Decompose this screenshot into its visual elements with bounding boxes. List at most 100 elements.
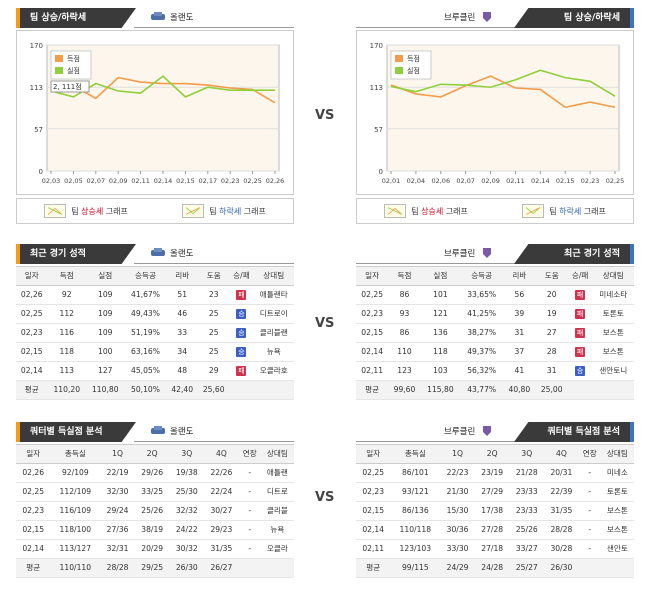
column-header: 승/패 — [567, 267, 593, 286]
table-row[interactable]: 02,15 118/100 27/36 38/19 24/22 29/23- 뉴욕 — [16, 520, 294, 540]
table-cell: 93/121 — [390, 482, 441, 502]
table-cell: 27/29 — [474, 482, 510, 502]
table-cell: - — [578, 482, 601, 502]
average-cell — [238, 558, 261, 578]
table-cell: - — [238, 539, 261, 559]
table-row[interactable]: 02,25 112 109 49,43% 46 25 승 디트로이 — [16, 304, 294, 324]
table-cell: 22/19 — [100, 463, 135, 483]
table-cell: 23/33 — [509, 482, 545, 502]
table-header-row: 일자 득점 실점 승득공 리바 도움 승/패 상대팀 — [16, 267, 294, 286]
x-tick-label: 02,07 — [456, 177, 475, 185]
table-row[interactable]: 02,15 118 100 63,16% 34 25 승 뉴욕 — [16, 342, 294, 362]
nets-logo-icon — [483, 12, 492, 22]
table-cell: 56,32% — [460, 361, 504, 381]
average-cell: 110,80 — [86, 380, 125, 400]
x-tick-label: 02,26 — [266, 177, 285, 185]
table-row[interactable]: 02,11 123/103 33/30 27/18 33/27 30/28- 샌안토 — [356, 539, 634, 559]
table-row[interactable]: 02,23 93 121 41,25% 39 19 패 토론토 — [356, 304, 634, 324]
legend-swatch-conceded — [55, 67, 63, 74]
team-name-right: 브루클린 — [444, 11, 495, 23]
table-cell: 27/28 — [474, 520, 510, 540]
magic-logo-icon — [151, 12, 165, 20]
table-cell: 92/109 — [50, 463, 101, 483]
table-cell: 02,23 — [356, 304, 389, 324]
average-cell: 25,60 — [197, 380, 230, 400]
table-cell: 48 — [166, 361, 198, 381]
nets-logo-icon — [483, 248, 492, 258]
table-row[interactable]: 02,14 110/118 30/36 27/28 25/26 28/28- 보스톤 — [356, 520, 634, 540]
table-cell: 애틀랜타 — [253, 285, 294, 305]
table-cell: 오클라 — [260, 539, 294, 559]
legend-rise[interactable]: 팀 상승세 그래프 — [384, 204, 468, 218]
table-cell: 41,67% — [124, 285, 167, 305]
table-cell: 뉴욕 — [260, 520, 294, 540]
column-header: 리바 — [166, 267, 198, 286]
quarter-header-right: 브루클린 쿼터별 득실점 분석 — [356, 422, 634, 442]
legend-fall[interactable]: 팀 하락세 그래프 — [522, 204, 606, 218]
table-row[interactable]: 02,14 113 127 45,05% 48 29 패 오클라호 — [16, 361, 294, 381]
column-header: 연장 — [578, 445, 601, 464]
table-row[interactable]: 02,14 113/127 32/31 20/29 30/32 31/35- 오클라 — [16, 539, 294, 559]
table-row[interactable]: 02,26 92/109 22/19 29/26 19/38 22/26- 애틀랜 — [16, 463, 294, 483]
table-cell: 28/28 — [544, 520, 579, 540]
table-cell: 38/19 — [134, 520, 170, 540]
table-row[interactable]: 02,25 112/109 32/30 33/25 25/30 22/24- 디트로 — [16, 482, 294, 502]
team-name-right: 브루클린 — [444, 425, 495, 437]
table-row[interactable]: 02,23 116/109 29/24 25/26 32/32 30/27- 클리블 — [16, 501, 294, 521]
average-cell: 평균 — [16, 558, 51, 578]
column-header: 일자 — [356, 445, 391, 464]
result-cell: 패 — [567, 285, 593, 305]
table-row[interactable]: 02,14 110 118 49,37% 37 28 패 보스톤 — [356, 342, 634, 362]
table-cell: 49,37% — [460, 342, 504, 362]
x-tick-label: 02,05 — [64, 177, 83, 185]
table-row[interactable]: 02,25 86 101 33,65% 56 20 패 미네소타 — [356, 285, 634, 305]
table-header-row: 일자 득점 실점 승득공 리바 도움 승/패 상대팀 — [356, 267, 634, 286]
x-tick-label: 02,14 — [154, 177, 173, 185]
column-header: 연장 — [238, 445, 261, 464]
table-cell: 110 — [388, 342, 421, 362]
table-cell: 디트로 — [260, 482, 294, 502]
table-cell: 미네소 — [600, 463, 634, 483]
average-cell: 115,80 — [420, 380, 461, 400]
table-cell: 애틀랜 — [260, 463, 294, 483]
tab-quarter-left: 쿼터별 득실점 분석 — [16, 422, 136, 442]
table-row[interactable]: 02,23 93/121 21/30 27/29 23/33 22/39- 토론토 — [356, 482, 634, 502]
table-row[interactable]: 02,25 86/101 22/23 23/19 21/28 20/31- 미네소 — [356, 463, 634, 483]
table-cell: 보스톤 — [592, 342, 634, 362]
table-cell: 113/127 — [50, 539, 101, 559]
table-row[interactable]: 02,15 86 136 38,27% 31 27 패 보스톤 — [356, 323, 634, 343]
recent-header-right: 브루클린 최근 경기 성적 — [356, 244, 634, 264]
legend-fall[interactable]: 팀 하락세 그래프 — [182, 204, 266, 218]
table-cell: 20/29 — [134, 539, 170, 559]
table-row[interactable]: 02,15 86/136 15/30 17/38 23/33 31/35- 보스톤 — [356, 501, 634, 521]
table-cell: 02,26 — [16, 285, 48, 305]
table-cell: 101 — [420, 285, 461, 305]
average-cell — [578, 558, 601, 578]
legend-rise[interactable]: 팀 상승세 그래프 — [44, 204, 128, 218]
y-tick-label: 0 — [39, 168, 43, 176]
table-cell: 51,19% — [124, 323, 167, 343]
quarter-panel-right: 브루클린 쿼터별 득실점 분석 일자 총득실 1Q 2Q 3Q 4Q 연장 상대팀 02,25 8… — [356, 422, 634, 578]
column-header: 상대팀 — [260, 445, 294, 464]
table-row[interactable]: 02,26 92 109 41,67% 51 23 패 애틀랜타 — [16, 285, 294, 305]
table-row[interactable]: 02,11 123 103 56,32% 41 31 승 샌안토니 — [356, 361, 634, 381]
legend-fall-text: 팀 하락세 그래프 — [209, 206, 266, 216]
table-cell: 토론토 — [592, 304, 634, 324]
column-header: 1Q — [440, 445, 475, 464]
table-cell: 63,16% — [124, 342, 167, 362]
average-cell: 42,40 — [166, 380, 198, 400]
average-cell: 24/28 — [474, 558, 510, 578]
column-header: 실점 — [86, 267, 125, 286]
table-row[interactable]: 02,23 116 109 51,19% 33 25 승 클리블랜 — [16, 323, 294, 343]
table-cell: - — [578, 520, 601, 540]
table-cell: 33,65% — [460, 285, 504, 305]
average-cell: 25/27 — [509, 558, 545, 578]
x-tick-label: 02,04 — [407, 177, 426, 185]
table-cell: 86/101 — [390, 463, 441, 483]
graph-legend-right: 팀 상승세 그래프 팀 하락세 그래프 — [356, 198, 634, 224]
result-cell: 패 — [567, 304, 593, 324]
table-cell: 27/18 — [474, 539, 510, 559]
column-header: 1Q — [100, 445, 135, 464]
